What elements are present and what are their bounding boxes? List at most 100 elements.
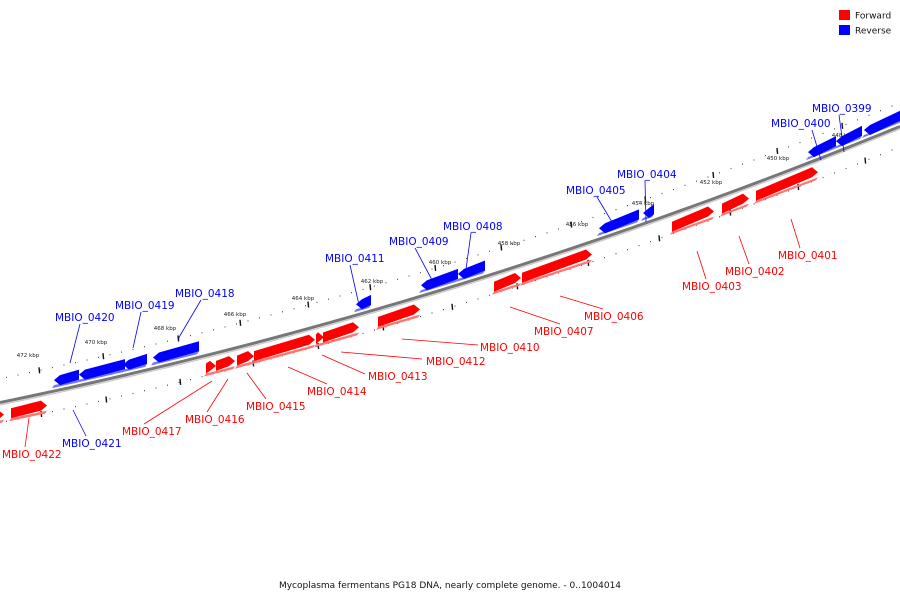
- scale-dot-upper: [730, 167, 732, 170]
- gene-partial-glyph[interactable]: [0, 410, 4, 425]
- gene-MBIO_0418-glyph[interactable]: [151, 341, 199, 366]
- gene-MBIO_0399-glyph-a[interactable]: [862, 108, 900, 139]
- scale-tick: [776, 147, 779, 155]
- scale-label: 466 kbp: [224, 312, 247, 318]
- gene-MBIO_0417-glyph[interactable]: [204, 360, 216, 377]
- scale-dot-lower: [477, 298, 479, 300]
- scale-dot-upper: [75, 362, 76, 364]
- scale-dot-lower: [753, 203, 755, 205]
- scale-dot-lower: [627, 249, 628, 251]
- gene-MBIO_0419-glyph[interactable]: [121, 353, 147, 373]
- gene-label-MBIO_0420[interactable]: MBIO_0420: [55, 312, 115, 324]
- scale-dot-upper: [546, 232, 548, 234]
- gene-MBIO_0408-glyph[interactable]: [456, 260, 485, 282]
- scale-dot-upper: [615, 209, 617, 211]
- scale-dot-upper: [328, 298, 329, 300]
- scale-dot-lower: [155, 387, 157, 389]
- scale-label: 470 kbp: [85, 340, 108, 346]
- scale-dot-lower: [604, 257, 605, 259]
- gene-label-MBIO_0405[interactable]: MBIO_0405: [566, 185, 626, 197]
- gene-label-MBIO_0409[interactable]: MBIO_0409: [389, 236, 449, 248]
- scale-tick: [500, 244, 503, 251]
- gene-label-MBIO_0402[interactable]: MBIO_0402: [725, 266, 785, 278]
- scale-dot-upper: [569, 224, 571, 226]
- gene-MBIO_0416-glyph[interactable]: [214, 356, 235, 374]
- scale-dot-upper: [811, 137, 812, 139]
- gene-label-MBIO_0412[interactable]: MBIO_0412: [426, 356, 486, 368]
- leader-line-MBIO_0403: [696, 250, 707, 280]
- leader-line-MBIO_0405: [596, 196, 616, 228]
- scale-label: 468 kbp: [154, 326, 177, 332]
- legend-swatch-forward: [839, 10, 850, 20]
- gene-label-MBIO_0406[interactable]: MBIO_0406: [584, 311, 644, 323]
- leader-line-MBIO_0406: [559, 295, 604, 310]
- scale-dot-upper: [408, 275, 410, 277]
- gene-label-MBIO_0403[interactable]: MBIO_0403: [682, 281, 742, 293]
- gene-label-MBIO_0417[interactable]: MBIO_0417: [122, 426, 182, 438]
- gene-MBIO_0402-glyph[interactable]: [720, 193, 749, 217]
- scale-dot-upper: [362, 288, 364, 290]
- gene-label-MBIO_0418[interactable]: MBIO_0418: [175, 288, 235, 300]
- gene-label-MBIO_0404[interactable]: MBIO_0404: [617, 169, 677, 181]
- scale-dot-lower: [880, 154, 881, 156]
- scale-dot-upper: [592, 216, 594, 219]
- gene-label-MBIO_0410[interactable]: MBIO_0410: [480, 342, 540, 354]
- gene-MBIO_0420-glyph-b[interactable]: [52, 369, 79, 389]
- genome-backbone: [0, 125, 900, 404]
- scale-dot-upper: [661, 192, 663, 195]
- gene-MBIO_0414-glyph[interactable]: [252, 334, 315, 365]
- gene-MBIO_0403-glyph[interactable]: [670, 206, 714, 235]
- scale-dot-lower: [558, 272, 559, 274]
- scale-dot-upper: [673, 188, 674, 191]
- gene-label-MBIO_0421[interactable]: MBIO_0421: [62, 438, 122, 450]
- gene-label-MBIO_0400[interactable]: MBIO_0400: [771, 118, 831, 130]
- scale-dot-upper: [604, 213, 605, 215]
- scale-label: 458 kbp: [498, 241, 521, 247]
- scale-dot-upper: [868, 114, 870, 116]
- scale-dot-lower: [489, 294, 490, 296]
- gene-MBIO_0410-glyph[interactable]: [376, 304, 420, 330]
- scale-dot-lower: [592, 260, 594, 263]
- leader-line-MBIO_0411: [349, 264, 360, 306]
- scale-dot-lower: [845, 167, 847, 170]
- scale-dot-upper: [765, 155, 766, 157]
- gene-MBIO_0415-glyph[interactable]: [235, 351, 254, 369]
- gene-MBIO_0412-glyph[interactable]: [321, 322, 359, 346]
- gene-label-MBIO_0419[interactable]: MBIO_0419: [115, 300, 175, 312]
- gene-MBIO_0406-glyph[interactable]: [520, 249, 592, 286]
- gene-MBIO_0407-glyph[interactable]: [492, 273, 521, 295]
- gene-label-MBIO_0413[interactable]: MBIO_0413: [368, 371, 428, 383]
- gene-MBIO_0411-glyph[interactable]: [354, 294, 371, 313]
- leader-line-MBIO_0402: [738, 235, 750, 265]
- gene-MBIO_0420-glyph[interactable]: [77, 359, 125, 383]
- gene-label-MBIO_0411[interactable]: MBIO_0411: [325, 253, 385, 265]
- gene-label-MBIO_0399[interactable]: MBIO_0399: [812, 103, 872, 115]
- scale-dot-lower: [891, 149, 893, 151]
- gene-MBIO_0401-glyph[interactable]: [754, 167, 818, 204]
- gene-label-MBIO_0414[interactable]: MBIO_0414: [307, 386, 367, 398]
- gene-MBIO_0422-glyph[interactable]: [9, 400, 47, 422]
- scale-dot-upper: [63, 364, 65, 366]
- gene-MBIO_0413-glyph[interactable]: [314, 332, 324, 348]
- gene-label-MBIO_0401[interactable]: MBIO_0401: [778, 250, 838, 262]
- scale-dot-lower: [86, 403, 88, 405]
- gene-label-MBIO_0408[interactable]: MBIO_0408: [443, 221, 503, 233]
- scale-dot-lower: [719, 216, 720, 218]
- scale-label: 454 kbp: [632, 201, 655, 207]
- gene-MBIO_0405-glyph[interactable]: [597, 209, 639, 237]
- scale-dot-lower: [811, 181, 812, 183]
- scale-dot-upper: [443, 265, 444, 267]
- gene-label-MBIO_0415[interactable]: MBIO_0415: [246, 401, 306, 413]
- gene-label-MBIO_0407[interactable]: MBIO_0407: [534, 326, 594, 338]
- scale-dot-lower: [857, 163, 858, 165]
- gene-label-MBIO_0416[interactable]: MBIO_0416: [185, 414, 245, 426]
- scale-label: 462 kbp: [361, 279, 384, 285]
- gene-MBIO_0400-glyph[interactable]: [806, 136, 836, 161]
- gene-MBIO_0409-glyph[interactable]: [419, 268, 458, 294]
- scale-dot-upper: [339, 295, 341, 297]
- scale-dot-upper: [305, 305, 306, 307]
- gene-label-MBIO_0422[interactable]: MBIO_0422: [2, 449, 62, 461]
- scale-dot-upper: [880, 110, 881, 112]
- scale-dot-upper: [282, 311, 283, 313]
